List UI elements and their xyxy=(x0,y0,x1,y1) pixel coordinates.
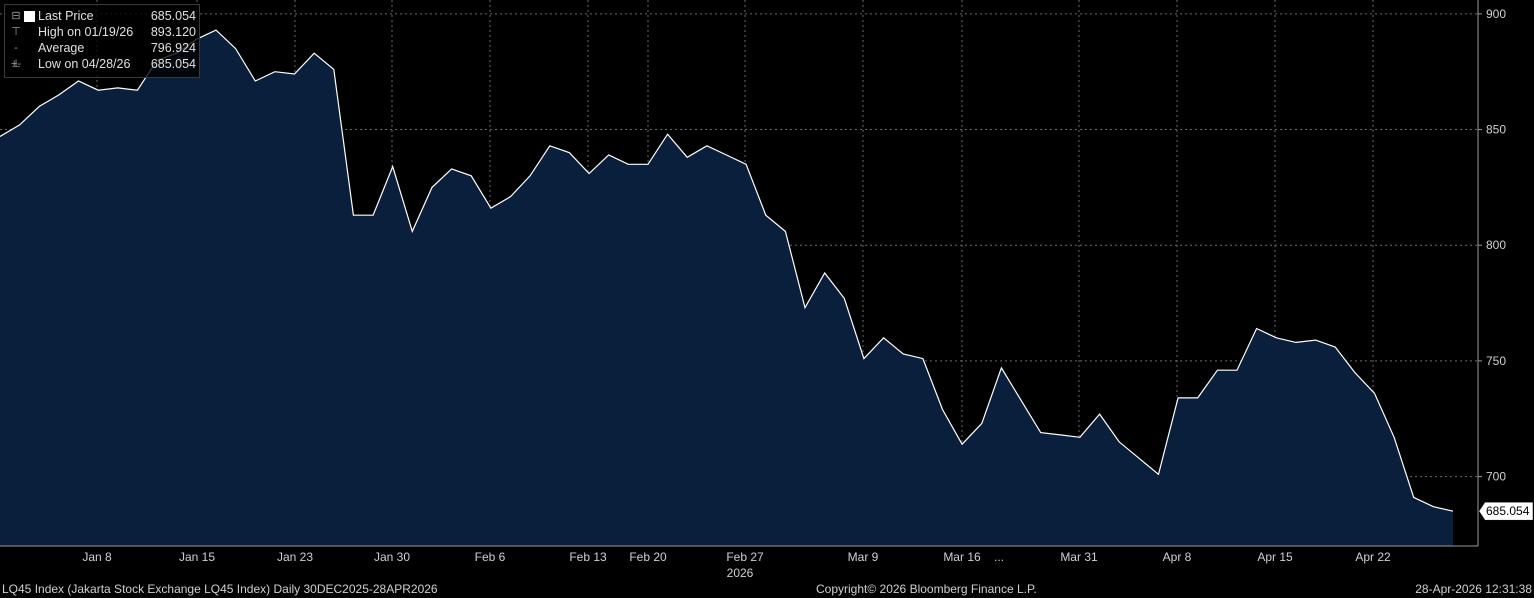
legend-high-value: 893.120 xyxy=(150,25,196,39)
legend-average-label: Average xyxy=(38,41,85,55)
y-tick-label: 800 xyxy=(1486,238,1506,252)
x-tick-label: Apr 15 xyxy=(1257,550,1293,564)
x-tick-label: Feb 20 xyxy=(629,550,667,564)
series-swatch-icon xyxy=(24,11,35,22)
x-tick-label: Jan 23 xyxy=(277,550,313,564)
footer-security-description: LQ45 Index (Jakarta Stock Exchange LQ45 … xyxy=(2,582,438,596)
y-tick-label: 700 xyxy=(1486,470,1506,484)
x-tick-label: Feb 13 xyxy=(569,550,607,564)
x-tick-label: Mar 9 xyxy=(848,550,879,564)
high-marker-icon: ⊤ xyxy=(11,26,21,38)
price-line xyxy=(0,29,1454,512)
price-area xyxy=(0,30,1453,547)
legend-last-price-label: Last Price xyxy=(38,9,94,23)
last-price-tag: 685.054 xyxy=(1478,501,1534,521)
x-tick-label: Jan 8 xyxy=(82,550,112,564)
collapse-icon[interactable]: ⊟ xyxy=(11,10,21,22)
y-tick-label: 900 xyxy=(1486,7,1506,21)
x-tick-label: Feb 6 xyxy=(475,550,506,564)
chart-legend: ⊟ Last Price 685.054 ⊤ High on 01/19/26 … xyxy=(4,4,200,78)
y-tick-label: 750 xyxy=(1486,354,1506,368)
legend-average-value: 796.924 xyxy=(150,41,196,55)
average-marker-icon: -+- xyxy=(10,42,22,70)
x-tick-label: Jan 15 xyxy=(179,550,215,564)
x-tick-label: Mar 31 xyxy=(1060,550,1098,564)
x-tick-label: Apr 8 xyxy=(1163,550,1192,564)
footer-timestamp: 28-Apr-2026 12:31:38 xyxy=(1415,582,1532,596)
x-tick-label: Jan 30 xyxy=(374,550,410,564)
x-tick-label: Feb 27 xyxy=(726,550,764,564)
legend-low-value: 685.054 xyxy=(150,57,196,71)
x-tick-label: Mar 16 xyxy=(943,550,981,564)
x-axis-year-label: 2026 xyxy=(727,566,754,580)
last-price-tag-text: 685.054 xyxy=(1486,504,1530,518)
footer-copyright: Copyright© 2026 Bloomberg Finance L.P. xyxy=(816,582,1037,596)
legend-low-label: Low on 04/28/26 xyxy=(38,57,131,71)
legend-row-high: ⊤ High on 01/19/26 893.120 xyxy=(5,24,199,40)
legend-last-price-value: 685.054 xyxy=(150,9,196,23)
legend-row-average: -+- Average 796.924 xyxy=(5,40,199,70)
x-tick-label: Apr 22 xyxy=(1355,550,1391,564)
low-marker-icon: ⊥ xyxy=(11,58,21,70)
legend-high-label: High on 01/19/26 xyxy=(38,25,134,39)
x-tick-label: ... xyxy=(994,550,1004,564)
y-axis-ticks: 700 750 800 850 900 xyxy=(1478,7,1506,484)
legend-row-last-price: ⊟ Last Price 685.054 xyxy=(5,8,199,24)
legend-row-low: ⊥ Low on 04/28/26 685.054 xyxy=(5,56,199,72)
x-axis-ticks: Jan 8 Jan 15 Jan 23 Jan 30 Feb 6 Feb 13 Feb 20… xyxy=(82,550,1391,564)
y-tick-label: 850 xyxy=(1486,123,1506,137)
